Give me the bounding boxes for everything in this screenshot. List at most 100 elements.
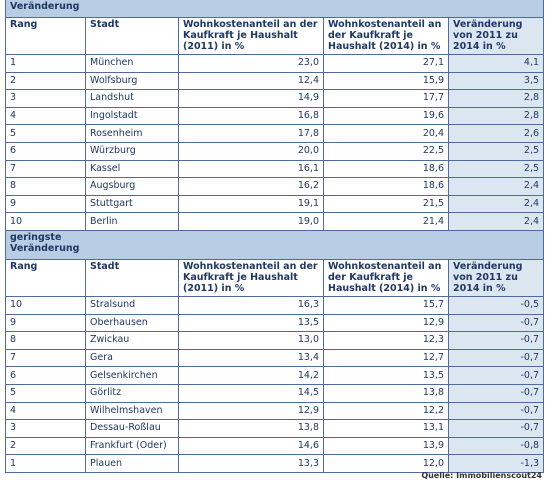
cell: 14,6 [178, 436, 324, 456]
cell: 12,3 [323, 331, 449, 350]
cell: 13,8 [178, 419, 324, 438]
cell: -1,3 [447, 454, 545, 473]
header-cell: Veränderung von 2011 zu 2014 in % [447, 17, 545, 55]
header-cell: Veränderung von 2011 zu 2014 in % [447, 258, 545, 297]
cell: 4 [5, 401, 86, 421]
header-cell: Rang [5, 258, 86, 297]
table: höchste VeränderungRangStadtWohnkostenan… [4, 0, 545, 473]
cell: 12,7 [323, 348, 449, 368]
cell: Würzburg [85, 141, 179, 161]
cell: 12,4 [178, 71, 324, 91]
cell: 13,1 [323, 419, 449, 438]
cell: 2,6 [447, 124, 545, 143]
header-row: Rang Stadt Wohnkostenanteil an der Kaufkra… [5, 17, 545, 55]
cell: Landshut [85, 89, 179, 108]
cell: 17,7 [323, 89, 449, 108]
cell: Augsburg [85, 177, 179, 196]
data-row: 2 Wolfsburg 12,4 15,9 3,5 [5, 71, 545, 91]
cell: 4,1 [447, 54, 545, 73]
cell: 2,8 [447, 106, 545, 126]
cell: 7 [5, 159, 86, 179]
cell: 16,8 [178, 106, 324, 126]
cell: 3,5 [447, 71, 545, 91]
cell: Frankfurt (Oder) [85, 436, 179, 456]
cell: 19,6 [323, 106, 449, 126]
section-row: höchste Veränderung [4, 0, 545, 18]
cell: 9 [5, 194, 86, 214]
cell: 2,5 [447, 141, 545, 161]
header-cell: Rang [5, 17, 86, 55]
section-row: geringste Veränderung [4, 229, 545, 260]
cell: Oberhausen [85, 313, 179, 333]
cell: Zwickau [85, 331, 179, 350]
cell: 14,9 [178, 89, 324, 108]
data-row: 5 Rosenheim 17,8 20,4 2,6 [5, 124, 545, 143]
cell: Gera [85, 348, 179, 368]
cell: 1 [5, 454, 86, 473]
cell: 6 [5, 366, 86, 385]
cell: 12,9 [178, 401, 324, 421]
cell: 12,9 [323, 313, 449, 333]
cell: -0,5 [447, 295, 545, 315]
table-wrap: höchste VeränderungRangStadtWohnkostenan… [4, 0, 545, 473]
cell: -0,7 [447, 331, 545, 350]
cell: 22,5 [323, 141, 449, 161]
cell: Ingolstadt [85, 106, 179, 126]
cell: 23,0 [178, 54, 324, 73]
cell: 21,4 [323, 212, 449, 231]
cell: 27,1 [323, 54, 449, 73]
data-row: 4 Ingolstadt 16,8 19,6 2,8 [5, 106, 545, 126]
data-row: 2 Frankfurt (Oder) 14,6 13,9 -0,8 [5, 436, 545, 456]
cell: 13,0 [178, 331, 324, 350]
cell: 9 [5, 313, 86, 333]
data-row: 3 Dessau-Roßlau 13,8 13,1 -0,7 [5, 419, 545, 438]
cell: 8 [5, 331, 86, 350]
cell: Rosenheim [85, 124, 179, 143]
cell: Görlitz [85, 383, 179, 403]
data-row: 3 Landshut 14,9 17,7 2,8 [5, 89, 545, 108]
header-cell: Wohnkostenanteil an der Kaufkraft je Hau… [178, 17, 324, 55]
cell: -0,7 [447, 348, 545, 368]
cell: 13,5 [323, 366, 449, 385]
source: Quelle: Immobilienscout24 [421, 471, 542, 480]
cell: 18,6 [323, 159, 449, 179]
data-row: 6 Würzburg 20,0 22,5 2,5 [5, 141, 545, 161]
cell: Stuttgart [85, 194, 179, 214]
cell: Stralsund [85, 295, 179, 315]
header-row: Rang Stadt Wohnkostenanteil an der Kaufkra… [5, 258, 545, 297]
cell: 2,5 [447, 159, 545, 179]
cell: 21,5 [323, 194, 449, 214]
cell: 4 [5, 106, 86, 126]
cell: 16,3 [178, 295, 324, 315]
cell: 13,3 [178, 454, 324, 473]
cell: Gelsenkirchen [85, 366, 179, 385]
data-row: 9 Stuttgart 19,1 21,5 2,4 [5, 194, 545, 214]
data-row: 5 Görlitz 14,5 13,8 -0,7 [5, 383, 545, 403]
cell: 2 [5, 436, 86, 456]
cell: 16,2 [178, 177, 324, 196]
cell: 8 [5, 177, 86, 196]
cell: 1 [5, 54, 86, 73]
data-row: 1 München 23,0 27,1 4,1 [5, 54, 545, 73]
data-row: 10 Berlin 19,0 21,4 2,4 [5, 212, 545, 231]
cell: Wilhelmshaven [85, 401, 179, 421]
cell: 14,2 [178, 366, 324, 385]
cell: 18,6 [323, 177, 449, 196]
cell: 13,9 [323, 436, 449, 456]
cell: 20,4 [323, 124, 449, 143]
data-row: 10 Stralsund 16,3 15,7 -0,5 [5, 295, 545, 315]
data-row: 8 Zwickau 13,0 12,3 -0,7 [5, 331, 545, 350]
cell: 3 [5, 419, 86, 438]
cell: 15,7 [323, 295, 449, 315]
cell: 20,0 [178, 141, 324, 161]
cell: 13,8 [323, 383, 449, 403]
cell: 12,0 [323, 454, 449, 473]
cell: -0,7 [447, 313, 545, 333]
cell: -0,7 [447, 383, 545, 403]
cell: 10 [5, 295, 86, 315]
data-row: 7 Kassel 16,1 18,6 2,5 [5, 159, 545, 179]
cell: 6 [5, 141, 86, 161]
cell: 10 [5, 212, 86, 231]
cell: 2,4 [447, 194, 545, 214]
header-cell: Stadt [85, 17, 179, 55]
